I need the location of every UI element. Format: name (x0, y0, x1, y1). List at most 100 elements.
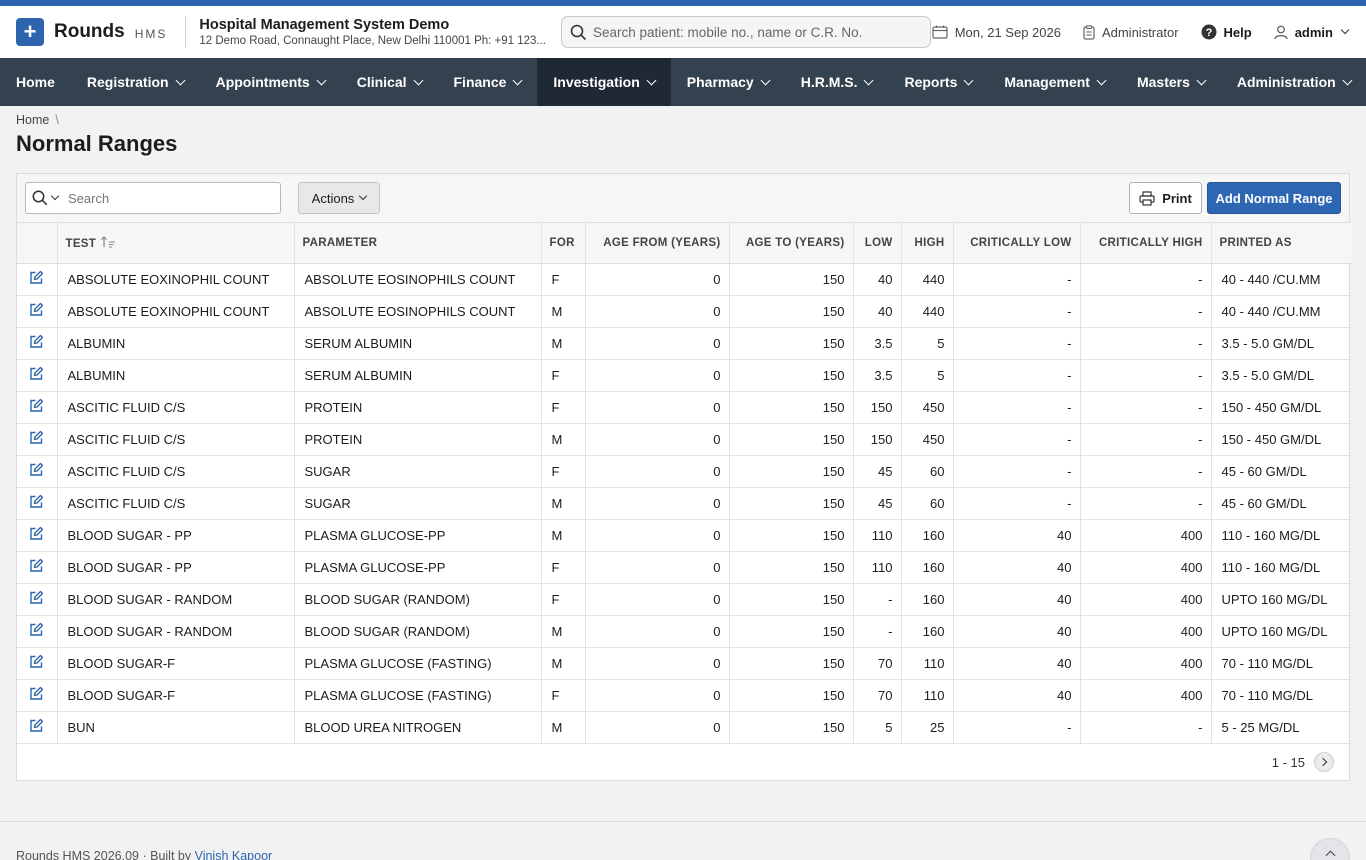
nav-item-administration[interactable]: Administration (1221, 58, 1366, 106)
patient-search[interactable] (561, 16, 931, 48)
chevron-down-icon (1340, 25, 1350, 35)
edit-cell (17, 583, 58, 616)
column-header-edit (17, 223, 58, 264)
table-cell: 45 (853, 455, 902, 488)
nav-item-investigation[interactable]: Investigation (537, 58, 671, 106)
nav-item-label: Investigation (553, 74, 640, 90)
edit-icon[interactable] (29, 302, 44, 320)
column-header-high[interactable]: High (901, 223, 954, 264)
column-header-label: Low (864, 236, 893, 249)
edit-icon[interactable] (29, 494, 44, 512)
table-cell: F (541, 679, 586, 712)
nav-item-pharmacy[interactable]: Pharmacy (671, 58, 785, 106)
nav-item-label: Home (16, 74, 55, 90)
edit-icon[interactable] (29, 718, 44, 736)
calendar-icon (932, 25, 948, 39)
edit-icon[interactable] (29, 270, 44, 288)
table-body: ABSOLUTE EOXINOPHIL COUNT ABSOLUTE EOSINO… (17, 263, 1351, 744)
table-row: BLOOD SUGAR-F PLASMA GLUCOSE (FASTING) M 0 1… (17, 647, 1351, 680)
footer-author-link[interactable]: Vinish Kapoor (194, 849, 273, 860)
table-search[interactable] (25, 182, 281, 214)
table-cell: 0 (585, 263, 730, 296)
help-link[interactable]: ? Help (1201, 24, 1252, 40)
column-header-age-to-years[interactable]: Age To (Years) (729, 223, 854, 264)
table-cell: 150 (729, 615, 854, 648)
edit-icon[interactable] (29, 654, 44, 672)
table-cell: 160 (901, 583, 954, 616)
actions-button[interactable]: Actions (298, 182, 380, 214)
table-cell: 110 (901, 647, 954, 680)
table-cell: 0 (585, 615, 730, 648)
edit-icon[interactable] (29, 590, 44, 608)
nav-item-management[interactable]: Management (988, 58, 1121, 106)
table-cell: - (953, 295, 1081, 328)
logo-plus-icon[interactable]: + (16, 18, 44, 46)
column-header-printed-as[interactable]: Printed As (1211, 223, 1351, 264)
nav-item-masters[interactable]: Masters (1121, 58, 1221, 106)
column-header-label: Age To (Years) (745, 236, 845, 249)
print-button[interactable]: Print (1129, 182, 1202, 214)
table-cell: - (953, 359, 1081, 392)
column-header-age-from-years[interactable]: Age From (Years) (585, 223, 730, 264)
user-menu[interactable]: admin (1274, 25, 1350, 40)
edit-icon[interactable] (29, 430, 44, 448)
nav-item-home[interactable]: Home (0, 58, 71, 106)
table-cell: F (541, 391, 586, 424)
table-cell: - (853, 615, 902, 648)
edit-icon[interactable] (29, 526, 44, 544)
edit-icon[interactable] (29, 622, 44, 640)
table-cell: 40 - 440 /CU.MM (1211, 295, 1351, 328)
table-cell: 70 (853, 647, 902, 680)
edit-icon[interactable] (29, 334, 44, 352)
column-header-label: Critically Low (970, 236, 1072, 249)
column-header-parameter[interactable]: Parameter (294, 223, 542, 264)
edit-cell (17, 423, 58, 456)
brand-name[interactable]: Rounds (54, 21, 125, 42)
column-header-critically-high[interactable]: Critically High (1080, 223, 1212, 264)
nav-item-reports[interactable]: Reports (888, 58, 988, 106)
search-column-dropdown-icon[interactable] (50, 191, 60, 201)
column-header-critically-low[interactable]: Critically Low (953, 223, 1081, 264)
edit-icon[interactable] (29, 686, 44, 704)
nav-item-h-r-m-s[interactable]: H.R.M.S. (785, 58, 889, 106)
next-page-button[interactable] (1314, 752, 1334, 772)
scroll-to-top-button[interactable] (1310, 838, 1350, 860)
nav-item-registration[interactable]: Registration (71, 58, 200, 106)
table-cell: 150 (853, 391, 902, 424)
table-row: ALBUMIN SERUM ALBUMIN F 0 150 3.5 5- -3.5 - 5.0… (17, 359, 1351, 392)
column-header-for[interactable]: For (541, 223, 586, 264)
breadcrumb-home[interactable]: Home (16, 113, 50, 127)
column-header-test[interactable]: Test (57, 223, 295, 264)
sort-ascending-icon[interactable] (101, 235, 117, 248)
table-cell: - (953, 391, 1081, 424)
nav-item-label: Administration (1236, 74, 1336, 90)
nav-item-clinical[interactable]: Clinical (341, 58, 438, 106)
patient-search-input[interactable] (593, 24, 923, 40)
edit-cell (17, 359, 58, 392)
nav-item-finance[interactable]: Finance (438, 58, 538, 106)
edit-cell (17, 455, 58, 488)
edit-cell (17, 327, 58, 360)
edit-icon[interactable] (29, 366, 44, 384)
table-cell: 60 (901, 455, 954, 488)
table-cell: 0 (585, 423, 730, 456)
brand-subtitle: HMS (134, 26, 168, 41)
nav-item-appointments[interactable]: Appointments (200, 58, 341, 106)
chevron-down-icon (646, 75, 657, 85)
edit-icon[interactable] (29, 462, 44, 480)
edit-cell (17, 519, 58, 552)
table-cell: - (853, 583, 902, 616)
add-normal-range-button[interactable]: Add Normal Range (1207, 182, 1341, 214)
edit-cell (17, 295, 58, 328)
search-icon (32, 190, 48, 206)
column-header-low[interactable]: Low (853, 223, 902, 264)
role-display[interactable]: Administrator (1083, 25, 1179, 40)
edit-icon[interactable] (29, 398, 44, 416)
edit-icon[interactable] (29, 558, 44, 576)
table-cell: M (541, 327, 586, 360)
chevron-down-icon (760, 75, 771, 85)
table-search-input[interactable] (68, 190, 268, 206)
table-cell: - (1080, 359, 1212, 392)
table-row: ASCITIC FLUID C/S PROTEIN F 0 150 150 450- -150… (17, 391, 1351, 424)
page-title: Normal Ranges (16, 131, 178, 156)
